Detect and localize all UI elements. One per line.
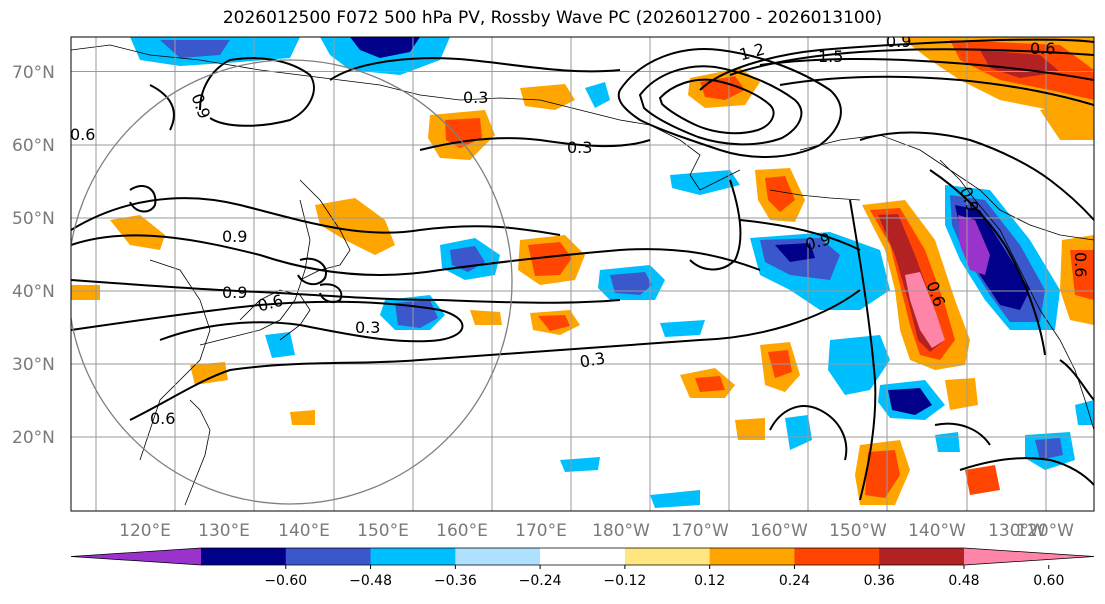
- lat-label: 50°N: [12, 209, 55, 229]
- colorbar-segment: [455, 548, 541, 565]
- lon-label: 150°W: [829, 521, 887, 541]
- colorbar-segment: [370, 548, 456, 565]
- colorbar-tick-label: −0.24: [519, 573, 562, 589]
- map-title: 2026012500 F072 500 hPa PV, Rossby Wave …: [222, 8, 883, 28]
- contour-label: 0.3: [463, 88, 488, 107]
- lon-label: 140°W: [908, 521, 966, 541]
- colorbar-segment: [879, 548, 965, 565]
- lat-label: 70°N: [12, 63, 55, 83]
- colorbar-segment: [624, 548, 711, 565]
- colorbar-tick-label: −0.12: [603, 573, 646, 589]
- colorbar-tick-label: −0.36: [434, 573, 477, 589]
- lon-label: 130°E: [198, 521, 250, 541]
- colorbar-segment: [540, 548, 626, 565]
- colorbar: −0.60 −0.48 −0.36 −0.24 −0.12 0.12 0.24 0.36 0.4…: [70, 547, 1095, 589]
- colorbar-segment: [709, 548, 795, 565]
- lon-label: 150°E: [357, 521, 409, 541]
- colorbar-tick-label: −0.48: [349, 573, 392, 589]
- contour-label: 0.6: [150, 409, 175, 428]
- lon-label: 180°W: [592, 521, 650, 541]
- pv-contours: [71, 38, 1094, 501]
- lat-label: 40°N: [12, 282, 55, 302]
- colorbar-tick-label: 0.24: [779, 573, 810, 589]
- colorbar-outline: [70, 547, 1095, 566]
- colorbar-segment: [285, 548, 372, 565]
- lon-label: 130°W: [988, 521, 1046, 541]
- lon-label: 120°W: [1016, 521, 1074, 541]
- contour-label: 0.6: [1071, 252, 1090, 277]
- lon-label: 170°E: [515, 521, 567, 541]
- lat-label: 30°N: [12, 355, 55, 375]
- contour-label: 1.5: [818, 47, 843, 66]
- lon-label: 160°E: [436, 521, 488, 541]
- lat-label: 60°N: [12, 136, 55, 156]
- map-area: 0.6 0.9 0.3 0.3 1.2 1.5 0.9 0.6 0.9 0.9 …: [70, 32, 1094, 511]
- contour-label: 0.6: [70, 125, 95, 144]
- latitude-labels: 70°N 60°N 50°N 40°N 30°N 20°N: [12, 63, 55, 448]
- contour-label: 0.3: [567, 138, 592, 157]
- map-frame: [70, 36, 1095, 512]
- contour-label: 0.9: [886, 32, 911, 51]
- lon-label: 160°W: [750, 521, 808, 541]
- colorbar-extend-high: [964, 548, 1094, 565]
- colorbar-tick-label: 0.36: [864, 573, 895, 589]
- range-circle: [71, 59, 513, 505]
- colorbar-tick-label: 0.60: [1033, 573, 1064, 589]
- coastlines: [71, 44, 1094, 506]
- lon-label: 120°E: [119, 521, 171, 541]
- contour-label: 0.9: [222, 283, 247, 302]
- longitude-labels: 120°E 130°E 140°E 150°E 160°E 170°E 180°…: [119, 521, 1074, 541]
- contour-label: 0.3: [578, 348, 606, 371]
- contour-label: 0.9: [222, 227, 247, 246]
- lon-label: 170°W: [671, 521, 729, 541]
- lat-label: 20°N: [12, 428, 55, 448]
- colorbar-tick-label: 0.48: [948, 573, 979, 589]
- contour-label: 0.3: [355, 318, 380, 337]
- lon-label: 140°E: [278, 521, 330, 541]
- colorbar-tick-label: 0.12: [694, 573, 725, 589]
- colorbar-tick-label: −0.60: [264, 573, 307, 589]
- colorbar-segment: [794, 548, 880, 565]
- colorbar-extend-low: [71, 548, 201, 565]
- contour-label: 0.6: [1030, 39, 1055, 58]
- colorbar-segment: [201, 548, 287, 565]
